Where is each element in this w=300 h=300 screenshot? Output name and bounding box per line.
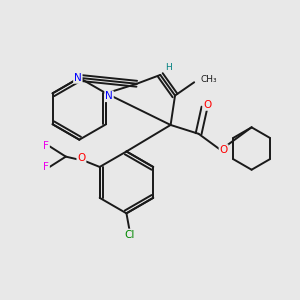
- Text: H: H: [165, 63, 172, 72]
- Text: O: O: [203, 100, 211, 110]
- Text: F: F: [43, 162, 49, 172]
- Text: O: O: [220, 145, 228, 155]
- Text: CH₃: CH₃: [200, 75, 217, 84]
- Text: Cl: Cl: [124, 230, 135, 239]
- Text: O: O: [77, 152, 86, 163]
- Text: N: N: [74, 73, 82, 83]
- Text: F: F: [43, 141, 49, 151]
- Text: N: N: [105, 91, 113, 101]
